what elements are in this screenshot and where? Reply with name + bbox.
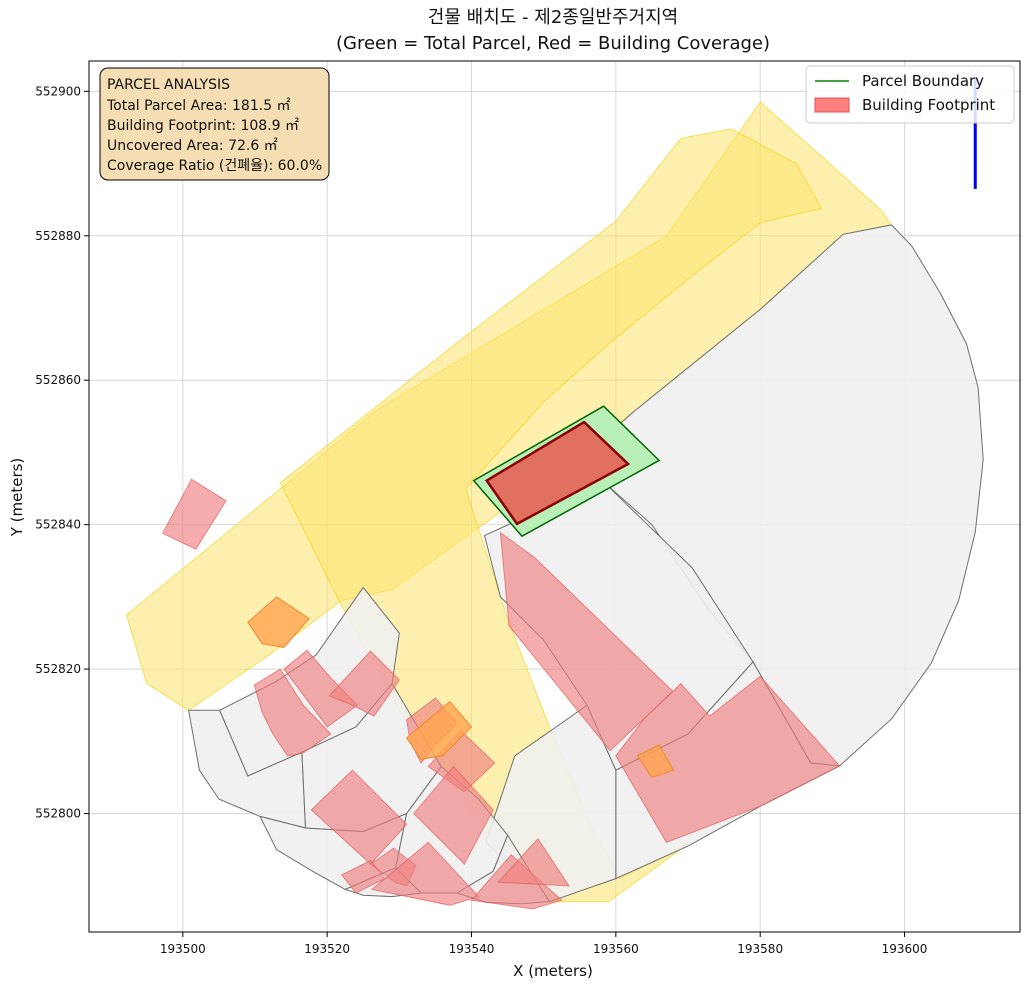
overlap-building-1 bbox=[405, 700, 473, 760]
overlap-building-layer bbox=[247, 596, 675, 778]
x-tick-label-2: 193540 bbox=[449, 942, 495, 956]
building-footprint-7 bbox=[413, 765, 494, 865]
x-axis-label: X (meters) bbox=[513, 962, 593, 980]
info-line-coverage: Coverage Ratio (건폐율): 60.0% bbox=[107, 158, 322, 174]
legend: Parcel Boundary Building Footprint bbox=[805, 65, 1015, 124]
plot-area bbox=[125, 101, 984, 910]
x-tick-label-1: 193520 bbox=[304, 942, 350, 956]
y-tick-label-1: 552820 bbox=[35, 662, 81, 676]
overlap-building-0 bbox=[247, 596, 310, 648]
y-axis-ticks: 552800 552820 552840 552860 552880 552900 bbox=[35, 84, 89, 821]
legend-label-parcel-boundary: Parcel Boundary bbox=[862, 72, 984, 90]
info-box-background bbox=[99, 67, 330, 181]
overlap-building-2 bbox=[636, 744, 675, 778]
info-line-title: PARCEL ANALYSIS bbox=[107, 77, 230, 93]
building-footprint-3 bbox=[328, 650, 400, 717]
building-layer bbox=[161, 478, 841, 910]
building-footprint-12 bbox=[499, 531, 674, 752]
y-tick-label-3: 552860 bbox=[35, 373, 81, 387]
x-axis-ticks: 193500 193520 193540 193560 193580 193600 bbox=[160, 932, 928, 956]
y-tick-label-2: 552840 bbox=[35, 518, 81, 532]
building-footprint-6 bbox=[310, 769, 408, 865]
building-footprint-13 bbox=[615, 675, 841, 844]
x-tick-label-4: 193580 bbox=[737, 942, 783, 956]
chart-title: 건물 배치도 - 제2종일반주거지역 bbox=[428, 7, 678, 28]
chart-subtitle: (Green = Total Parcel, Red = Building Co… bbox=[336, 33, 770, 54]
building-footprint-11 bbox=[497, 837, 570, 887]
x-tick-label-0: 193500 bbox=[160, 942, 206, 956]
x-tick-label-5: 193600 bbox=[882, 942, 928, 956]
y-tick-label-0: 552800 bbox=[35, 807, 81, 821]
building-footprint-0 bbox=[161, 478, 227, 550]
info-line-footprint: Building Footprint: 108.9 ㎡ bbox=[107, 118, 299, 134]
y-axis-label: Y (meters) bbox=[8, 458, 26, 538]
x-tick-label-3: 193560 bbox=[593, 942, 639, 956]
info-line-parcel-area: Total Parcel Area: 181.5 ㎡ bbox=[106, 98, 291, 114]
plot-frame bbox=[88, 60, 1021, 933]
building-footprint-1 bbox=[253, 668, 332, 757]
target-building bbox=[484, 420, 631, 526]
legend-label-building-footprint: Building Footprint bbox=[862, 96, 995, 114]
legend-background bbox=[805, 65, 1015, 124]
y-tick-label-5: 552900 bbox=[35, 84, 81, 98]
info-box: PARCEL ANALYSIS Total Parcel Area: 181.5… bbox=[99, 67, 330, 181]
info-line-uncovered: Uncovered Area: 72.6 ㎡ bbox=[107, 138, 278, 154]
y-tick-label-4: 552880 bbox=[35, 229, 81, 243]
legend-swatch-building-footprint bbox=[814, 97, 850, 113]
building-footprint-14 bbox=[340, 859, 386, 894]
